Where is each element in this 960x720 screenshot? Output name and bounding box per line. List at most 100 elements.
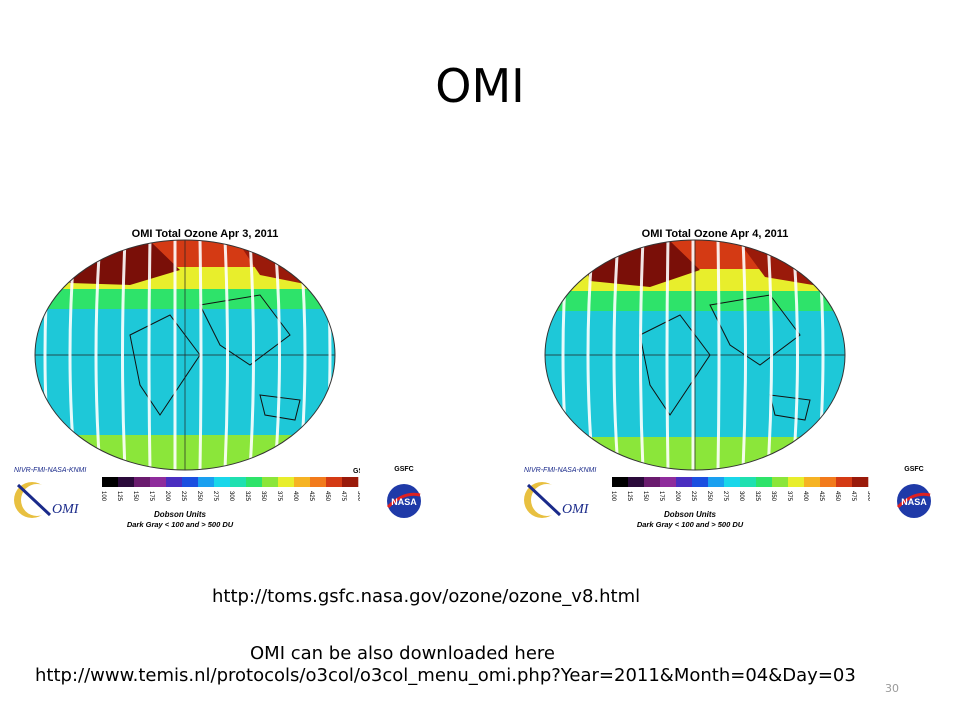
colorbar-note: Dark Gray < 100 and > 500 DU <box>637 520 744 529</box>
colorbar-swatch <box>852 477 869 487</box>
colorbar-swatch <box>166 477 183 487</box>
colorbar-tick-label: 200 <box>674 491 680 502</box>
colorbar-tick-label: 175 <box>148 491 154 502</box>
toms-link[interactable]: http://toms.gsfc.nasa.gov/ozone/ozone_v8… <box>212 586 641 607</box>
colorbar-swatch <box>724 477 741 487</box>
colorbar-swatch <box>692 477 709 487</box>
download-note: OMI can be also downloaded here <box>250 643 555 664</box>
colorbar-tick-label: 275 <box>722 491 728 502</box>
colorbar-swatch <box>772 477 789 487</box>
colorbar-tick-label: 450 <box>834 491 840 502</box>
credit-text: NIVR-FMI-NASA-KNMI <box>14 467 86 474</box>
colorbar-swatch <box>820 477 837 487</box>
colorbar-tick-label: 250 <box>196 491 202 502</box>
colorbar-tick-label: 375 <box>276 491 282 502</box>
ozone-map-figure: OMI Total Ozone Apr 3, 2011 <box>14 228 360 529</box>
colorbar-swatch <box>740 477 757 487</box>
colorbar: 100 125 150 175 200 225 250 275 300 325 350 375 400 4… <box>100 477 360 529</box>
colorbar-swatch <box>804 477 821 487</box>
colorbar-ticks: 100 125 150 175 200 225 250 275 300 325 350 375 400 4… <box>100 491 360 502</box>
colorbar-swatch <box>310 477 327 487</box>
ozone-map-figure: OMI Total Ozone Apr 4, 2011 <box>524 228 870 529</box>
page-number: 30 <box>885 682 899 695</box>
gsfc-label: GSFC <box>904 466 924 473</box>
colorbar-tick-label: 125 <box>116 491 122 502</box>
nasa-logo: NASA <box>386 484 421 518</box>
colorbar-swatch <box>326 477 343 487</box>
colorbar-note: Dark Gray < 100 and > 500 DU <box>127 520 234 529</box>
colorbar-tick-label: 300 <box>738 491 744 502</box>
colorbar-tick-label: 150 <box>132 491 138 502</box>
globe-map <box>545 240 845 470</box>
gsfc-nasa-block-left: GSFC NASA <box>384 466 424 525</box>
colorbar-tick-label: 500 <box>866 491 870 502</box>
colorbar-tick-label: 500 <box>356 491 360 502</box>
colorbar-swatch <box>294 477 311 487</box>
colorbar-tick-label: 300 <box>228 491 234 502</box>
colorbar-tick-label: 225 <box>180 491 186 502</box>
colorbar-swatch <box>342 477 359 487</box>
ozone-map-panel-apr-3: OMI Total Ozone Apr 3, 2011 <box>10 215 360 545</box>
colorbar-swatch <box>246 477 263 487</box>
colorbar-tick-label: 350 <box>770 491 776 502</box>
omi-logo-text: OMI <box>52 502 80 517</box>
colorbar: 100 125 150 175 200 225 250 275 300 325 350 375 400 4… <box>610 477 870 529</box>
colorbar-swatch <box>836 477 853 487</box>
nasa-logo-text: NASA <box>901 497 927 507</box>
colorbar-tick-label: 400 <box>292 491 298 502</box>
slide-title: OMI <box>435 59 525 113</box>
map-title: OMI Total Ozone Apr 3, 2011 <box>132 228 279 240</box>
colorbar-tick-label: 375 <box>786 491 792 502</box>
colorbar-tick-label: 150 <box>642 491 648 502</box>
colorbar-swatch <box>708 477 725 487</box>
omi-logo: OMI <box>524 482 590 518</box>
colorbar-swatch <box>262 477 279 487</box>
omi-logo: OMI <box>14 482 80 518</box>
map-title: OMI Total Ozone Apr 4, 2011 <box>642 228 789 240</box>
temis-link[interactable]: http://www.temis.nl/protocols/o3col/o3co… <box>35 665 856 686</box>
colorbar-tick-label: 475 <box>850 491 856 502</box>
credit-text: NIVR-FMI-NASA-KNMI <box>524 467 596 474</box>
gsfc-label: GSFC <box>353 468 360 475</box>
colorbar-tick-label: 400 <box>802 491 808 502</box>
colorbar-swatch <box>788 477 805 487</box>
gsfc-nasa-block-right: GSFC NASA <box>894 466 934 525</box>
colorbar-swatch <box>214 477 231 487</box>
colorbar-tick-label: 275 <box>212 491 218 502</box>
colorbar-tick-label: 225 <box>690 491 696 502</box>
nasa-logo-text: NASA <box>391 497 417 507</box>
colorbar-swatch <box>676 477 693 487</box>
colorbar-ticks: 100 125 150 175 200 225 250 275 300 325 350 375 400 4… <box>610 491 870 502</box>
ozone-map-panel-apr-4: OMI Total Ozone Apr 4, 2011 <box>520 215 870 545</box>
colorbar-unit: Dobson Units <box>664 510 717 519</box>
colorbar-swatch <box>278 477 295 487</box>
colorbar-swatches <box>102 477 359 487</box>
colorbar-swatch <box>102 477 119 487</box>
colorbar-tick-label: 425 <box>308 491 314 502</box>
colorbar-swatch <box>628 477 645 487</box>
colorbar-swatches <box>612 477 869 487</box>
globe-map <box>35 240 335 470</box>
colorbar-swatch <box>660 477 677 487</box>
colorbar-tick-label: 200 <box>164 491 170 502</box>
colorbar-unit: Dobson Units <box>154 510 207 519</box>
colorbar-tick-label: 250 <box>706 491 712 502</box>
colorbar-tick-label: 450 <box>324 491 330 502</box>
colorbar-tick-label: 425 <box>818 491 824 502</box>
colorbar-tick-label: 100 <box>610 491 616 502</box>
nasa-logo: NASA <box>896 484 931 518</box>
colorbar-swatch <box>118 477 135 487</box>
colorbar-tick-label: 100 <box>100 491 106 502</box>
colorbar-swatch <box>756 477 773 487</box>
colorbar-tick-label: 475 <box>340 491 346 502</box>
gsfc-label: GSFC <box>394 466 414 473</box>
omi-logo-text: OMI <box>562 502 590 517</box>
colorbar-swatch <box>134 477 151 487</box>
colorbar-tick-label: 325 <box>754 491 760 502</box>
colorbar-tick-label: 175 <box>658 491 664 502</box>
colorbar-tick-label: 125 <box>626 491 632 502</box>
colorbar-tick-label: 325 <box>244 491 250 502</box>
colorbar-swatch <box>182 477 199 487</box>
colorbar-swatch <box>150 477 167 487</box>
colorbar-swatch <box>198 477 215 487</box>
